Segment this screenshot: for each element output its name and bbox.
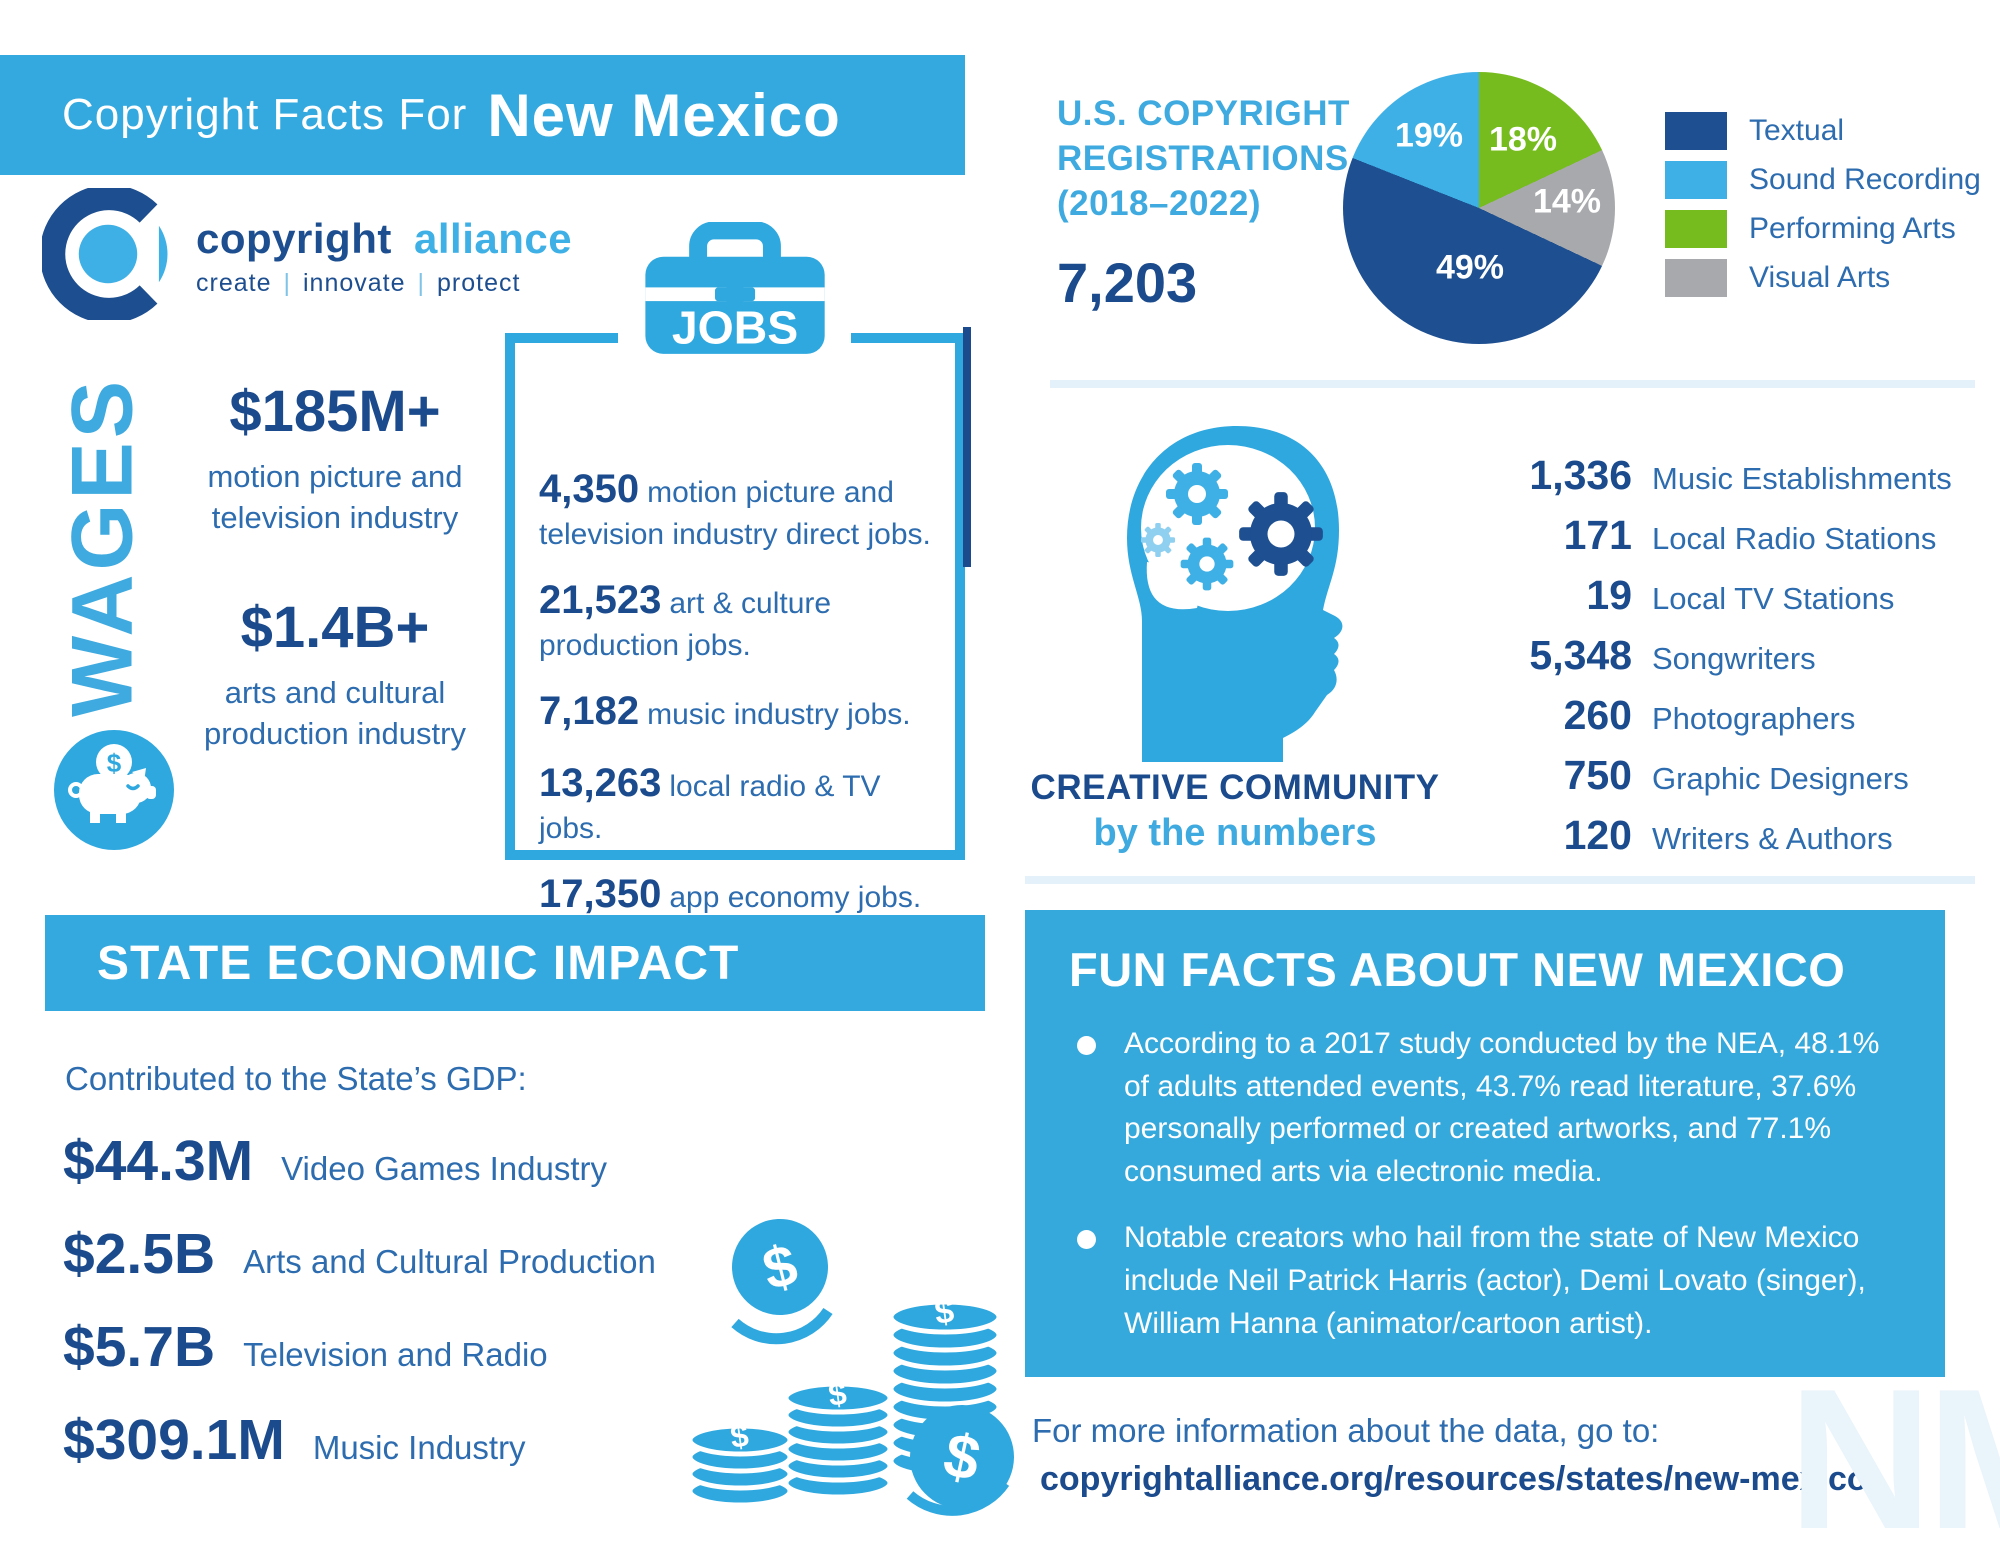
fun-fact-item: Notable creators who hail from the state…	[1069, 1217, 1901, 1345]
bullet-dot-icon	[1077, 1230, 1096, 1250]
footer-url: copyrightalliance.org/resources/states/n…	[1040, 1460, 1868, 1498]
legend-swatch-visual-arts	[1665, 259, 1727, 297]
coins-icon: $ $ $ $	[660, 1215, 1020, 1530]
copyright-alliance-logo: copyright alliance create | innovate | prote…	[39, 184, 572, 325]
legend-item: Visual Arts	[1665, 259, 1981, 297]
wages-section-label: WAGES	[54, 376, 151, 718]
job-item: 21,523 art & culture production jobs.	[539, 578, 832, 662]
svg-text:$: $	[932, 1292, 956, 1332]
jobs-list: 4,350 motion picture and television indus…	[539, 463, 945, 992]
stat-row: 1,336 Music Establishments	[1529, 452, 1952, 498]
state-watermark: NM	[1788, 1348, 2000, 1545]
logo-tagline: create | innovate | protect	[196, 269, 521, 297]
pie-label-visual-arts: 14%	[1532, 182, 1602, 221]
gear-icon	[1180, 537, 1234, 591]
logo-name-light: alliance	[414, 215, 573, 262]
svg-text:$: $	[728, 1417, 751, 1455]
wages-items: $185M+ motion picture and television ind…	[160, 378, 510, 755]
stat-row: 260 Photographers	[1563, 692, 1856, 738]
stat-row: 120 Writers & Authors	[1563, 812, 1893, 858]
gear-icon	[1166, 463, 1228, 525]
fun-facts-box: FUN FACTS ABOUT NEW MEXICO According to …	[1025, 910, 1945, 1377]
divider	[1050, 380, 1975, 388]
page-title: New Mexico	[487, 81, 841, 149]
jobs-briefcase-icon: JOBS	[618, 221, 851, 362]
footer-info: For more information about the data, go …	[1032, 1412, 1660, 1449]
fun-facts-list: According to a 2017 study conducted by t…	[1069, 1023, 1901, 1345]
gdp-row: $44.3M Video Games Industry	[63, 1129, 608, 1193]
pie-label-sound-recording: 19%	[1394, 116, 1464, 155]
gdp-row: $5.7B Television and Radio	[63, 1315, 548, 1379]
header-banner: Copyright Facts For New Mexico	[0, 55, 965, 175]
legend-swatch-performing-arts	[1665, 210, 1727, 248]
creative-community-title: CREATIVE COMMUNITY	[1030, 768, 1440, 807]
fun-fact-item: According to a 2017 study conducted by t…	[1069, 1023, 1901, 1193]
jobs-box: 4,350 motion picture and television indus…	[505, 327, 971, 988]
bullet-dot-icon	[1077, 1036, 1096, 1055]
stat-row: 171 Local Radio Stations	[1563, 512, 1937, 558]
header-prefix: Copyright Facts For	[62, 90, 468, 139]
stat-row: 5,348 Songwriters	[1529, 632, 1816, 678]
registrations-total: 7,203	[1057, 251, 1198, 314]
gdp-list: $44.3M Video Games Industry $2.5B Arts a…	[63, 1128, 656, 1473]
legend-item: Sound Recording	[1665, 161, 1981, 199]
gdp-intro: Contributed to the State’s GDP:	[65, 1060, 527, 1097]
pie-label-textual: 49%	[1435, 248, 1505, 287]
copyright-alliance-mark-icon	[39, 184, 174, 325]
jobs-label: JOBS	[672, 301, 798, 353]
pie-chart: 18% 14% 49% 19%	[1343, 72, 1615, 344]
creative-community-subtitle: by the numbers	[1093, 812, 1377, 854]
gear-icon	[1140, 522, 1176, 558]
gdp-row: $2.5B Arts and Cultural Production	[63, 1222, 656, 1286]
svg-text:$: $	[826, 1375, 849, 1413]
divider	[1025, 876, 1975, 884]
state-economic-impact-banner: STATE ECONOMIC IMPACT	[45, 915, 985, 1011]
legend-item: Performing Arts	[1665, 210, 1981, 248]
fun-facts-title: FUN FACTS ABOUT NEW MEXICO	[1069, 943, 1846, 996]
pie-label-performing-arts: 18%	[1488, 120, 1558, 159]
job-item: 13,263 local radio & TV jobs.	[539, 761, 881, 845]
creative-head-icon	[1085, 412, 1385, 767]
legend-swatch-textual	[1665, 112, 1727, 150]
wage-item: $1.4B+ arts and cultural production indu…	[204, 594, 466, 751]
job-item: 7,182 music industry jobs.	[539, 689, 911, 733]
logo-name-dark: copyright	[196, 215, 392, 262]
job-item: 4,350 motion picture and television indus…	[539, 467, 931, 551]
legend-item: Textual	[1665, 112, 1981, 150]
pie-legend: Textual Sound Recording Performing Arts …	[1665, 112, 1981, 297]
piggy-bank-icon: $	[52, 728, 176, 857]
svg-text:$: $	[107, 748, 122, 778]
creative-stats: 1,336 Music Establishments 171 Local Rad…	[1462, 452, 1952, 859]
stat-row: 19 Local TV Stations	[1586, 572, 1895, 618]
gdp-row: $309.1M Music Industry	[63, 1408, 526, 1472]
gear-icon	[1239, 492, 1323, 576]
stat-row: 750 Graphic Designers	[1563, 752, 1909, 798]
legend-swatch-sound-recording	[1665, 161, 1727, 199]
registrations-title: U.S. COPYRIGHT REGISTRATIONS (2018–2022)	[1057, 94, 1350, 223]
wage-item: $185M+ motion picture and television ind…	[207, 379, 463, 535]
job-item: 17,350 app economy jobs.	[539, 872, 922, 916]
logo-name: copyright alliance	[196, 215, 572, 263]
